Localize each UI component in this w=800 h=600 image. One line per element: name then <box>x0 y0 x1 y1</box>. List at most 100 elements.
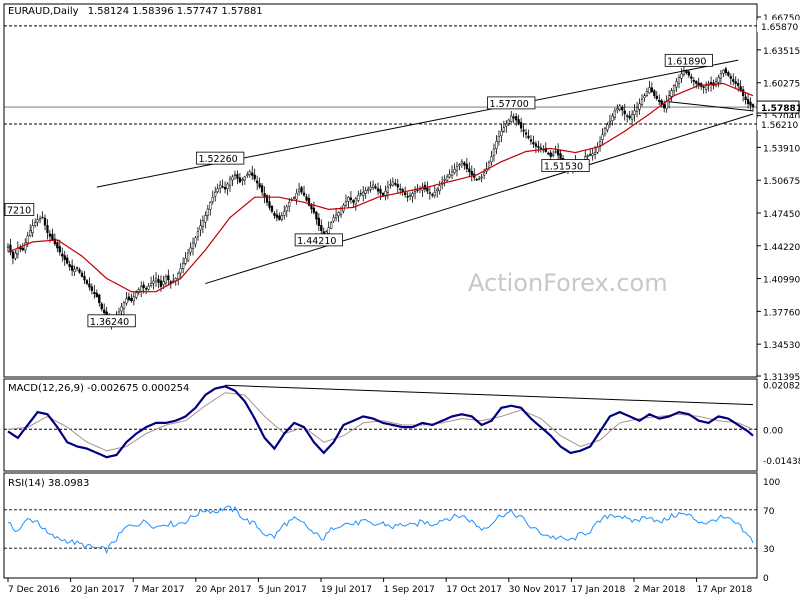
candle-body <box>177 273 180 280</box>
candle-body <box>621 106 624 111</box>
candle-body <box>320 225 323 231</box>
candle-body <box>549 152 552 157</box>
candle-body <box>670 90 673 97</box>
candle-body <box>445 176 449 181</box>
candle-body <box>29 230 32 236</box>
candle-body <box>186 252 190 261</box>
candle-body <box>638 103 641 110</box>
candle-body <box>554 151 557 153</box>
candle-body <box>682 70 686 76</box>
candle-body <box>31 225 34 233</box>
macd-tick-label: -0.014386 <box>763 457 800 467</box>
candle-body <box>332 217 335 222</box>
candle-body <box>675 81 678 88</box>
candle-body <box>665 101 668 110</box>
candle-body <box>480 176 483 179</box>
price-tick-label: 1.60275 <box>763 80 800 90</box>
candle-body <box>206 208 209 216</box>
candle-body <box>293 196 296 199</box>
price-tick-label: 1.34530 <box>763 341 800 351</box>
rsi-tick-label: 30 <box>763 545 775 555</box>
candle-body <box>458 163 461 167</box>
candle-body <box>436 188 439 192</box>
candle-body <box>265 195 269 203</box>
candle-body <box>179 268 182 274</box>
candle-body <box>552 153 555 156</box>
candle-body <box>515 116 518 121</box>
candle-body <box>127 296 131 301</box>
candle-body <box>73 269 76 272</box>
price-tick-label: 1.40990 <box>763 276 800 286</box>
candle-body <box>556 150 560 156</box>
candle-body <box>455 166 459 171</box>
candle-body <box>209 202 212 210</box>
candle-body <box>448 174 451 178</box>
candle-body <box>354 198 357 205</box>
candle-body <box>238 177 242 183</box>
price-annotation-label: 1.51530 <box>544 162 583 173</box>
rsi-line <box>7 505 754 555</box>
candle-body <box>507 119 510 124</box>
candle-body <box>68 264 71 268</box>
price-layer: 7210 1.36240 1.52260 1.44210 1.57700 1.51530 1… <box>4 25 757 330</box>
macd-title: MACD(12,26,9) -0.002675 0.000254 <box>8 383 189 394</box>
candle-body <box>221 186 224 188</box>
price-tick-label: 1.53910 <box>763 144 800 154</box>
macd-tick-label: 0.00 <box>763 426 783 436</box>
candle-body <box>702 86 705 88</box>
candle-body <box>463 162 466 166</box>
candle-body <box>374 186 377 189</box>
candle-body <box>635 107 639 112</box>
symbol-label: EURAUD,Daily <box>8 6 79 17</box>
rsi-layer <box>4 505 757 555</box>
candle-body <box>270 206 274 212</box>
candle-body <box>231 176 234 181</box>
candle-body <box>6 245 10 248</box>
candle-body <box>122 302 126 309</box>
candle-body <box>687 71 691 76</box>
candle-body <box>650 87 654 92</box>
candle-body <box>490 156 493 163</box>
candle-body <box>559 153 562 159</box>
candle-body <box>751 104 755 108</box>
x-tick-label: 7 Mar 2017 <box>133 585 184 595</box>
candle-body <box>468 168 471 173</box>
candle-body <box>601 134 604 140</box>
candle-body <box>26 235 29 244</box>
candle-body <box>633 110 636 115</box>
candle-body <box>478 178 481 180</box>
price-tick-label: 1.66750 <box>763 14 800 24</box>
candle-body <box>191 242 195 249</box>
candle-body <box>144 288 148 290</box>
candle-body <box>278 215 281 220</box>
candle-body <box>36 219 39 223</box>
candle-body <box>487 162 491 168</box>
candle-body <box>337 212 340 217</box>
price-annotation-box <box>541 159 590 172</box>
candle-body <box>295 192 298 200</box>
price-level-label: 1.57881 <box>761 104 800 114</box>
candle-body <box>214 191 217 197</box>
candle-body <box>228 178 232 186</box>
candle-body <box>273 212 276 216</box>
candle-body <box>251 172 254 176</box>
candle-body <box>470 171 473 176</box>
candle-body <box>746 99 750 105</box>
candle-body <box>159 280 163 287</box>
candle-body <box>130 297 133 302</box>
price-annotation-box <box>87 314 136 328</box>
candle-body <box>147 285 150 290</box>
candle-body <box>24 242 27 251</box>
candle-body <box>53 238 57 245</box>
candle-body <box>362 191 365 196</box>
candle-body <box>623 110 626 115</box>
candle-body <box>396 184 399 188</box>
candle-body <box>310 204 313 210</box>
price-annotation-box <box>294 233 343 247</box>
candle-body <box>379 189 382 194</box>
price-annotation-box <box>664 53 713 67</box>
candle-body <box>517 119 520 125</box>
candle-body <box>14 252 17 259</box>
candle-body <box>408 194 412 197</box>
candle-body <box>219 184 222 189</box>
